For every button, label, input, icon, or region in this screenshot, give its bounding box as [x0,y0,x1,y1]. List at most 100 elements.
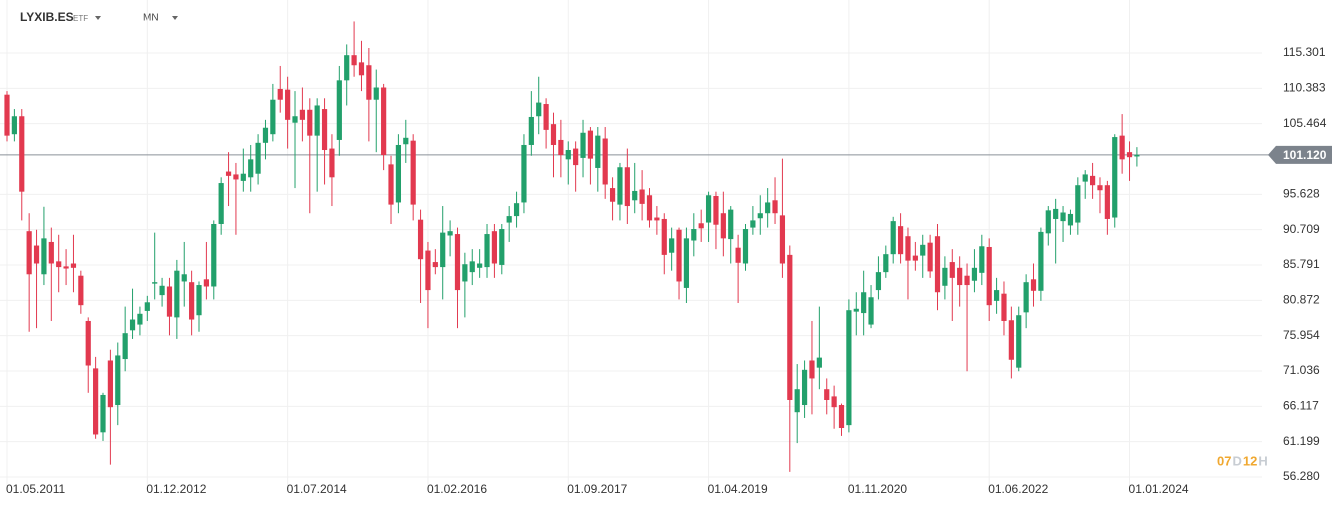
candle-body [573,148,579,166]
candle-body [233,174,239,180]
candle-body [329,148,335,178]
candle-body [765,202,771,214]
candle-body [1089,175,1096,186]
candle-body [181,274,187,282]
candle-body [48,241,54,264]
candle-body [986,246,992,306]
candle-body [189,282,195,320]
candle-body [270,99,276,135]
candle-body [912,255,918,261]
y-tick-label: 61.199 [1283,434,1320,448]
candle-body [691,229,697,241]
candle-body [506,216,512,223]
candle-body [624,167,630,207]
y-tick-label: 66.117 [1283,399,1319,413]
candle-body [11,116,17,135]
candle-body [528,116,534,145]
candle-body [713,195,719,225]
candle-body [639,189,645,204]
candle-body [1001,293,1007,321]
candle-body [292,116,298,123]
candle-body [196,285,202,316]
candle-body [107,360,113,408]
candle-body [299,109,305,120]
candle-body [683,238,690,288]
y-tick-label: 80.872 [1283,293,1320,307]
candle-body [211,223,217,287]
candle-body [469,261,475,273]
candle-body [646,195,653,221]
candle-body [373,87,379,100]
candle-body [440,232,446,268]
candle-body [1023,282,1029,313]
candle-body [617,167,623,205]
y-tick-label: 90.709 [1283,222,1320,236]
candle-body [33,245,40,264]
candle-body [491,231,498,264]
dropdown-arrow[interactable] [172,16,178,20]
candle-body [203,279,209,287]
candle-body [1097,185,1103,191]
candle-body [144,302,150,311]
candle-body [1016,315,1022,368]
candle-body [934,236,941,293]
candle-body [1104,185,1110,219]
candle-body [602,138,608,185]
candle-body [587,130,594,159]
candle-body [336,80,342,140]
candle-body [676,229,682,282]
candle-body [462,264,468,282]
candle-body [964,275,970,286]
candle-body [277,88,283,100]
candle-body [248,159,254,178]
candle-body [366,65,372,100]
x-tick-label: 01.06.2022 [988,482,1048,496]
candle-body [454,234,461,291]
candle-body [152,282,158,284]
x-tick-label: 01.12.2012 [146,482,206,496]
candle-body [307,109,313,136]
candle-body [816,357,822,368]
candle-body [698,223,704,229]
candle-body [425,250,431,291]
candle-body [536,102,542,117]
candle-body [358,62,365,76]
candle-body [993,290,1000,301]
candle-body [883,254,889,273]
candle-body [1082,174,1088,182]
candle-body [41,238,47,275]
candle-body [543,104,549,130]
candle-body [949,262,955,278]
candle-body [801,369,808,406]
candle-body [846,310,852,426]
candle-body [1067,213,1074,226]
y-tick-label: 110.383 [1283,81,1326,95]
x-tick-label: 01.09.2017 [567,482,627,496]
dropdown-arrow[interactable] [95,16,101,20]
candle-body [129,319,136,331]
candle-body [838,405,845,429]
candle-body [417,219,424,260]
candle-body [240,173,246,181]
x-tick-label: 01.11.2020 [848,482,907,496]
grid [0,0,1262,490]
timeframe[interactable]: MN [143,13,159,24]
candle-body [56,261,62,268]
candle-body [159,285,165,296]
y-tick-label: 115.301 [1283,45,1326,59]
candle-body [779,215,786,264]
candle-body [971,267,978,281]
countdown-part: 12 [1243,453,1257,468]
y-tick-label: 56.280 [1283,469,1320,483]
candle-body [78,275,84,306]
candle-body [654,217,660,221]
candle-body [609,188,616,202]
candle-body [868,297,874,325]
candle-body [1112,137,1118,218]
x-tick-label: 01.04.2019 [708,482,768,496]
candle-body [1008,320,1014,360]
candle-body [499,229,505,265]
chart-title[interactable]: LYXIB.ES [20,10,74,24]
x-tick-label: 01.02.2016 [427,482,487,496]
